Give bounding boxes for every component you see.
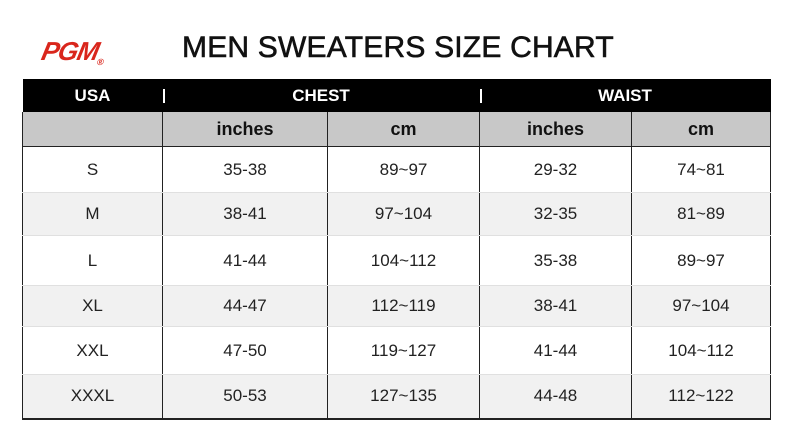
header-chest-label: CHEST xyxy=(292,85,350,105)
table-row: M 38-41 97~104 32-35 81~89 xyxy=(22,192,771,236)
waist-cm-cell: 104~112 xyxy=(631,326,771,375)
chest-cm-cell: 112~119 xyxy=(327,285,480,327)
subheader-cell: inches xyxy=(162,112,328,147)
header-divider xyxy=(162,89,165,103)
subheader-cell: cm xyxy=(327,112,480,147)
size-cell: M xyxy=(22,192,163,236)
subheader-cell: cm xyxy=(631,112,771,147)
waist-inches-cell: 44-48 xyxy=(479,374,632,420)
table-header-row: USA CHEST WAIST xyxy=(22,79,771,112)
chest-inches-cell: 38-41 xyxy=(162,192,328,236)
table-row: XL 44-47 112~119 38-41 97~104 xyxy=(22,285,771,327)
chest-inches-cell: 44-47 xyxy=(162,285,328,327)
size-cell: XXL xyxy=(22,326,163,375)
waist-inches-cell: 29-32 xyxy=(479,146,632,193)
waist-cm-cell: 74~81 xyxy=(631,146,771,193)
brand-logo: PGM® xyxy=(39,36,108,67)
brand-logo-text: PGM xyxy=(38,36,102,66)
waist-cm-cell: 97~104 xyxy=(631,285,771,327)
waist-inches-cell: 41-44 xyxy=(479,326,632,375)
subheader-cell: inches xyxy=(479,112,632,147)
table-row: L 41-44 104~112 35-38 89~97 xyxy=(22,235,771,286)
waist-inches-cell: 32-35 xyxy=(479,192,632,236)
page-title: MEN SWEATERS SIZE CHART xyxy=(182,31,614,65)
table-row: S 35-38 89~97 29-32 74~81 xyxy=(22,146,771,193)
waist-cm-cell: 81~89 xyxy=(631,192,771,236)
header-chest: CHEST xyxy=(162,79,480,112)
size-cell: XL xyxy=(22,285,163,327)
table-subheader-row: inches cm inches cm xyxy=(22,112,771,147)
size-cell: XXXL xyxy=(22,374,163,420)
chest-cm-cell: 104~112 xyxy=(327,235,480,286)
chest-cm-cell: 119~127 xyxy=(327,326,480,375)
table-row: XXL 47-50 119~127 41-44 104~112 xyxy=(22,326,771,375)
chest-inches-cell: 50-53 xyxy=(162,374,328,420)
registered-mark: ® xyxy=(95,57,104,67)
table-row: XXXL 50-53 127~135 44-48 112~122 xyxy=(22,374,771,420)
chest-inches-cell: 47-50 xyxy=(162,326,328,375)
waist-cm-cell: 89~97 xyxy=(631,235,771,286)
chest-inches-cell: 35-38 xyxy=(162,146,328,193)
size-cell: L xyxy=(22,235,163,286)
size-chart-table: USA CHEST WAIST inches cm inches cm S 35… xyxy=(22,79,771,420)
header-waist: WAIST xyxy=(479,79,771,112)
chest-cm-cell: 127~135 xyxy=(327,374,480,420)
waist-inches-cell: 35-38 xyxy=(479,235,632,286)
header-usa: USA xyxy=(22,79,163,112)
size-cell: S xyxy=(22,146,163,193)
header-waist-label: WAIST xyxy=(598,85,652,105)
waist-inches-cell: 38-41 xyxy=(479,285,632,327)
waist-cm-cell: 112~122 xyxy=(631,374,771,420)
chest-cm-cell: 89~97 xyxy=(327,146,480,193)
chest-inches-cell: 41-44 xyxy=(162,235,328,286)
header-divider xyxy=(479,89,482,103)
chest-cm-cell: 97~104 xyxy=(327,192,480,236)
subheader-cell xyxy=(22,112,163,147)
